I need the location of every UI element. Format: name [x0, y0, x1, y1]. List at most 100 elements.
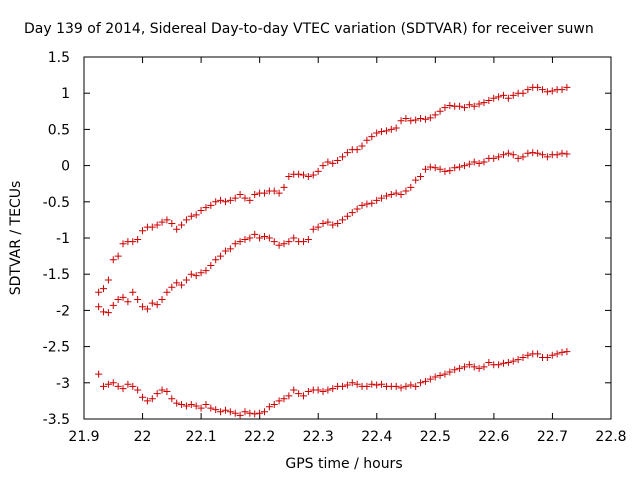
- data-point: [324, 158, 332, 166]
- data-point: [148, 299, 156, 307]
- data-point: [348, 379, 356, 387]
- data-point: [158, 296, 166, 304]
- data-point: [309, 171, 317, 179]
- data-point: [260, 408, 268, 416]
- data-point: [119, 385, 127, 393]
- data-point: [563, 348, 571, 356]
- data-point: [436, 107, 444, 115]
- data-point: [373, 129, 381, 137]
- data-point: [324, 386, 332, 394]
- x-tick-label: 22.4: [361, 429, 392, 445]
- data-point: [519, 153, 527, 161]
- data-point: [236, 191, 244, 199]
- data-point: [392, 124, 400, 132]
- data-point: [270, 187, 278, 195]
- data-point: [139, 303, 147, 311]
- data-point: [231, 194, 239, 202]
- data-point: [295, 170, 303, 178]
- data-point: [178, 221, 186, 229]
- data-point: [280, 395, 288, 403]
- data-point: [275, 189, 283, 197]
- data-point: [163, 288, 171, 296]
- data-point: [543, 353, 551, 361]
- data-point: [226, 408, 234, 416]
- data-point: [460, 104, 468, 112]
- data-point: [329, 221, 337, 229]
- data-point: [495, 93, 503, 101]
- data-point: [280, 240, 288, 248]
- data-point: [285, 392, 293, 400]
- data-point: [456, 364, 464, 372]
- data-point: [402, 187, 410, 195]
- data-point: [246, 234, 254, 242]
- y-tick-label: -1: [56, 231, 70, 247]
- data-point: [382, 192, 390, 200]
- y-tick-label: 0: [61, 159, 70, 175]
- data-point: [436, 165, 444, 173]
- data-point: [148, 223, 156, 231]
- data-point: [495, 361, 503, 369]
- data-point: [499, 151, 507, 159]
- data-point: [548, 87, 556, 95]
- data-point: [509, 357, 517, 365]
- data-point: [348, 209, 356, 217]
- y-tick-label: 0.5: [48, 122, 70, 138]
- data-point: [182, 216, 190, 224]
- data-point: [158, 218, 166, 226]
- data-point: [309, 225, 317, 233]
- data-point: [426, 163, 434, 171]
- x-tick-label: 22.5: [420, 429, 451, 445]
- data-point: [275, 397, 283, 405]
- data-point: [202, 267, 210, 275]
- data-point: [553, 151, 561, 159]
- data-point: [168, 220, 176, 228]
- data-point: [475, 364, 483, 372]
- data-point: [187, 401, 195, 409]
- data-point: [304, 235, 312, 243]
- data-point: [378, 194, 386, 202]
- data-point: [143, 397, 151, 405]
- data-point: [134, 235, 142, 243]
- data-point: [173, 399, 181, 407]
- data-point: [499, 359, 507, 367]
- data-point: [139, 227, 147, 235]
- data-point: [192, 402, 200, 410]
- y-tick-label: -1.5: [43, 267, 70, 283]
- data-point: [563, 83, 571, 91]
- data-point: [114, 296, 122, 304]
- data-point: [95, 288, 103, 296]
- data-point: [431, 111, 439, 119]
- data-point: [246, 409, 254, 417]
- data-point: [446, 102, 454, 110]
- data-point: [407, 117, 415, 125]
- series-lower: [95, 348, 571, 419]
- data-point: [465, 361, 473, 369]
- data-point: [129, 288, 137, 296]
- data-point: [217, 252, 225, 260]
- data-point: [426, 114, 434, 122]
- data-point: [558, 86, 566, 94]
- data-point: [485, 359, 493, 367]
- data-point: [470, 102, 478, 110]
- data-point: [95, 303, 103, 311]
- data-point: [480, 363, 488, 371]
- data-point: [490, 94, 498, 102]
- y-tick-label: 1: [61, 86, 70, 102]
- data-point: [412, 382, 420, 390]
- data-point: [124, 380, 132, 388]
- data-point: [295, 390, 303, 398]
- data-point: [197, 404, 205, 412]
- data-point: [539, 86, 547, 94]
- data-point: [109, 379, 117, 387]
- data-point: [495, 153, 503, 161]
- data-point: [207, 262, 215, 270]
- data-point: [304, 387, 312, 395]
- data-point: [109, 301, 117, 309]
- data-point: [504, 94, 512, 102]
- data-point: [236, 411, 244, 419]
- data-point: [221, 247, 229, 255]
- plot-frame: [83, 56, 612, 420]
- data-point: [221, 406, 229, 414]
- data-point: [417, 379, 425, 387]
- data-point: [441, 370, 449, 378]
